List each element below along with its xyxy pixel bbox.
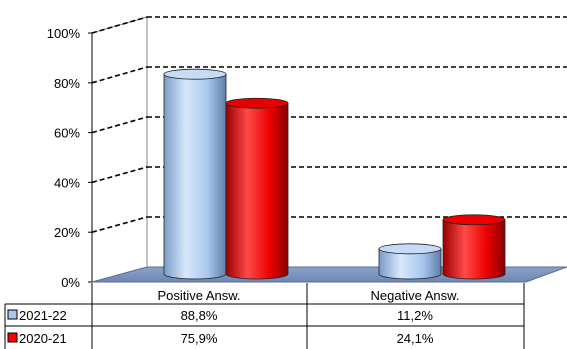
gridlines xyxy=(91,16,567,233)
bar-2020-21-positive xyxy=(225,97,289,280)
data-table: Positive Answ. Negative Answ. 2021-22 88… xyxy=(4,283,525,349)
bar-2021-22-positive xyxy=(163,68,227,280)
value-2021-22-negative: 11,2% xyxy=(397,308,433,323)
value-2020-21-negative: 24,1% xyxy=(397,331,434,346)
y-tick-label: 80% xyxy=(54,76,80,91)
bar-body xyxy=(225,102,289,280)
legend-swatch-2021-22 xyxy=(7,309,18,320)
bar-2021-22-negative xyxy=(378,243,442,280)
bar-body xyxy=(442,219,506,280)
bar-top xyxy=(378,243,442,255)
gridline-side xyxy=(91,16,148,34)
y-axis-ticks: 0% 20% 40% 60% 80% 100% xyxy=(47,26,93,290)
bars xyxy=(163,68,506,280)
left-wall xyxy=(91,16,148,283)
bar-top xyxy=(163,68,227,80)
bar-body xyxy=(378,248,442,280)
bar-2020-21-negative xyxy=(442,214,506,280)
bar-top xyxy=(225,97,289,109)
legend-label-2020-21: 2020-21 xyxy=(19,331,67,346)
y-tick-label: 100% xyxy=(47,26,81,41)
y-tick-label: 20% xyxy=(54,225,80,240)
category-label-positive: Positive Answ. xyxy=(157,288,240,303)
legend-label-2021-22: 2021-22 xyxy=(19,308,67,323)
bar-top xyxy=(442,214,506,226)
gridline-side xyxy=(91,166,148,184)
category-label-negative: Negative Answ. xyxy=(371,288,460,303)
bar-body xyxy=(163,73,227,280)
value-2021-22-positive: 88,8% xyxy=(181,308,218,323)
y-tick-label: 40% xyxy=(54,175,80,190)
legend-swatch-2020-21 xyxy=(7,332,18,343)
gridline-side xyxy=(91,66,148,84)
value-2020-21-positive: 75,9% xyxy=(181,331,218,346)
gridline-side xyxy=(91,116,148,134)
y-tick-label: 60% xyxy=(54,126,80,141)
y-tick-label: 0% xyxy=(61,275,80,290)
gridline-side xyxy=(91,216,148,233)
